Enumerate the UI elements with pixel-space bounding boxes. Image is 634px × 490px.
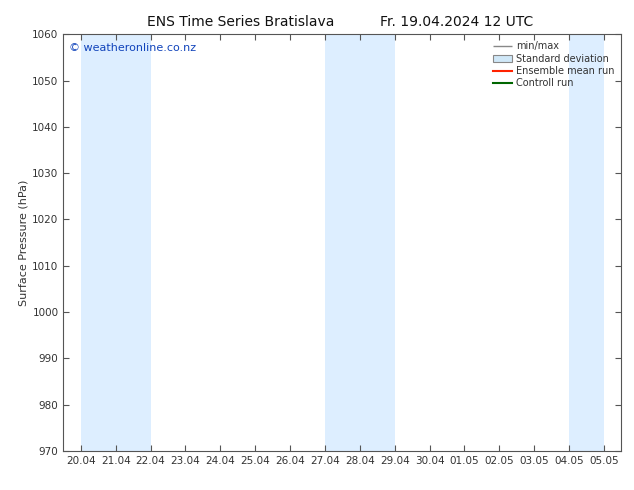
- Y-axis label: Surface Pressure (hPa): Surface Pressure (hPa): [18, 179, 28, 306]
- Text: Fr. 19.04.2024 12 UTC: Fr. 19.04.2024 12 UTC: [380, 15, 533, 29]
- Bar: [325, 34, 359, 451]
- Bar: [81, 34, 116, 451]
- Bar: [359, 34, 394, 451]
- Bar: [116, 34, 151, 451]
- Text: © weatheronline.co.nz: © weatheronline.co.nz: [69, 43, 196, 52]
- Text: ENS Time Series Bratislava: ENS Time Series Bratislava: [147, 15, 335, 29]
- Legend: min/max, Standard deviation, Ensemble mean run, Controll run: min/max, Standard deviation, Ensemble me…: [489, 37, 618, 92]
- Bar: [569, 34, 604, 451]
